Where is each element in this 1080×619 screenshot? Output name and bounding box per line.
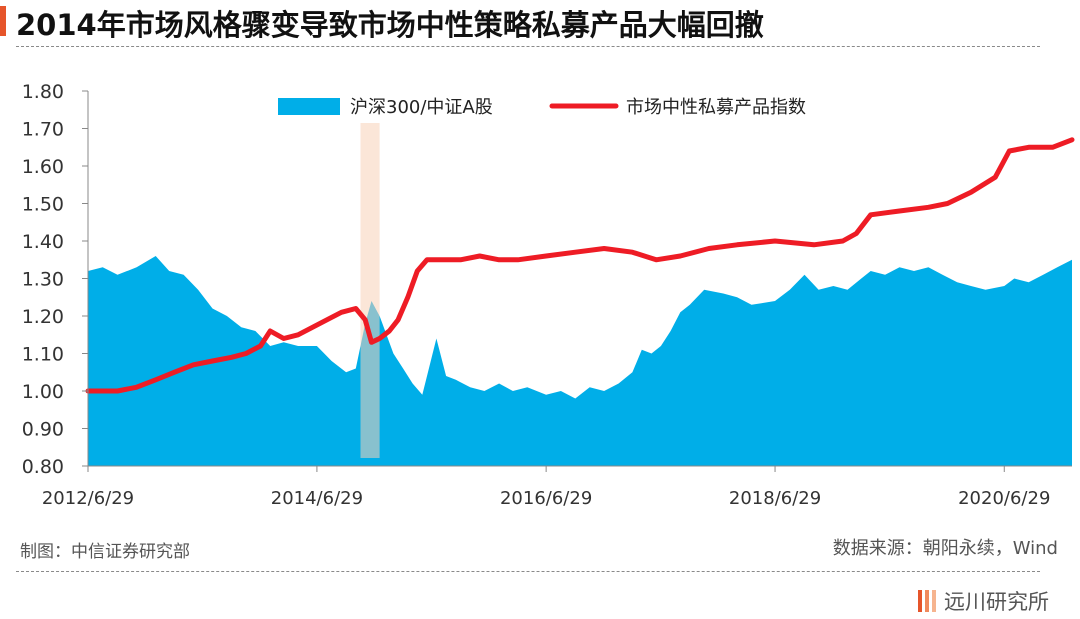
bottom-divider — [16, 571, 1040, 572]
highlight-span — [360, 123, 380, 458]
x-tick-label: 2014/6/29 — [271, 488, 363, 509]
x-tick-label: 2018/6/29 — [729, 488, 821, 509]
y-tick-label: 0.90 — [22, 419, 64, 441]
legend-label-line: 市场中性私募产品指数 — [626, 97, 806, 118]
y-tick-label: 1.80 — [22, 81, 64, 103]
y-tick-label: 1.00 — [22, 381, 64, 403]
chart-title: 2014年市场风格骤变导致市场中性策略私募产品大幅回撤 — [16, 8, 764, 42]
source-note: 数据来源：朝阳永续，Wind — [832, 538, 1058, 559]
legend-swatch-area — [278, 98, 340, 115]
series-line-neutral-index — [85, 137, 1075, 394]
y-tick-label: 1.50 — [22, 194, 64, 216]
maker-note: 制图：中信证券研究部 — [20, 542, 190, 562]
y-tick-label: 1.10 — [22, 344, 64, 366]
y-tick-label: 1.60 — [22, 156, 64, 178]
y-tick-label: 0.80 — [22, 456, 64, 478]
y-tick-label: 1.70 — [22, 119, 64, 141]
x-tick-label: 2020/6/29 — [958, 488, 1050, 509]
brand-logo: 远川研究所 — [918, 588, 1049, 614]
series-area-hs300-csi-a — [88, 256, 1072, 466]
legend-label-area: 沪深300/中证A股 — [350, 97, 493, 118]
top-divider — [16, 46, 1040, 47]
y-tick-label: 1.30 — [22, 269, 64, 291]
x-tick-label: 2012/6/29 — [42, 488, 134, 509]
brand-bars-icon — [918, 590, 936, 612]
title-accent-bar — [0, 6, 6, 36]
y-tick-label: 1.20 — [22, 306, 64, 328]
x-tick-label: 2016/6/29 — [500, 488, 592, 509]
brand-name: 远川研究所 — [944, 590, 1049, 614]
y-tick-label: 1.40 — [22, 231, 64, 253]
